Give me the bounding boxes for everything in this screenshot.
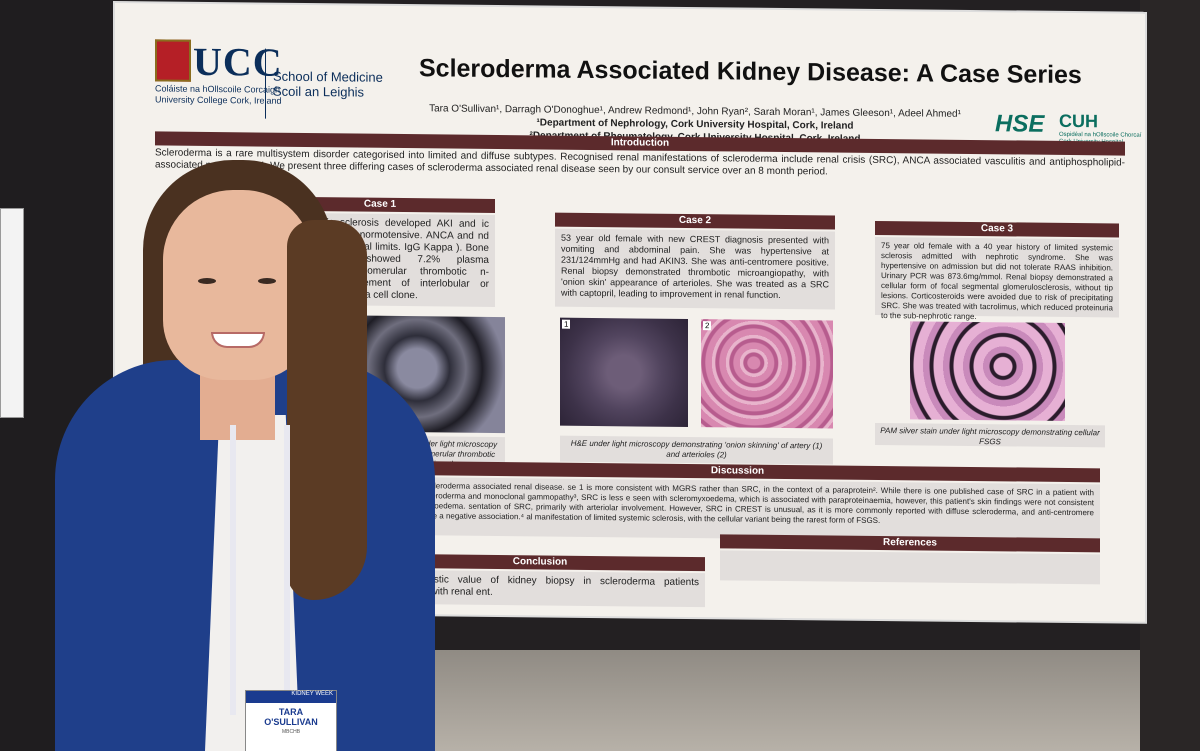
ucc-english-name: University College Cork, Ireland (155, 94, 282, 106)
case2-caption: H&E under light microscopy demonstrating… (560, 435, 833, 465)
presenter: KIDNEY WEEK TARA O'SULLIVAN MBCHB (55, 160, 435, 751)
references-header: References (720, 534, 1100, 553)
case3-biopsy-image (910, 321, 1065, 421)
poster-title: Scleroderma Associated Kidney Disease: A… (419, 54, 1082, 90)
school-line1: School of Medicine (273, 68, 383, 85)
image-label-2: 2 (703, 321, 712, 331)
case3-header: Case 3 (875, 220, 1119, 238)
school-name: School of Medicine Scoil an Leighis (265, 48, 383, 119)
lanyard (230, 425, 290, 715)
case2-header: Case 2 (555, 212, 835, 230)
case3-caption: PAM silver stain under light microscopy … (875, 422, 1105, 448)
discussion-text: entations of scleroderma associated rena… (375, 476, 1100, 543)
presenter-neck (200, 370, 275, 440)
neighbor-poster (0, 208, 24, 418)
badge-last-name: O'SULLIVAN (264, 717, 318, 727)
hse-logo: HSE (995, 110, 1045, 138)
ucc-subtitle: Coláiste na hOllscoile Corcaigh Universi… (155, 83, 282, 106)
presenter-hair-front (287, 220, 367, 600)
school-line2: Scoil an Leighis (273, 83, 365, 100)
logo-divider (265, 48, 266, 119)
image-label-1: 1 (562, 319, 571, 329)
case2-biopsy-image-1: 1 (560, 317, 688, 428)
case2-text: 53 year old female with new CREST diagno… (555, 228, 835, 310)
right-eye (258, 278, 276, 284)
badge-event: KIDNEY WEEK (246, 691, 336, 703)
wall (1140, 0, 1200, 751)
badge-name: TARA O'SULLIVAN (246, 707, 336, 727)
smile (211, 332, 265, 348)
badge-first-name: TARA (278, 707, 304, 717)
left-eye (198, 278, 216, 284)
badge-credential: MBCHB (281, 729, 301, 735)
case2-biopsy-image-2: 2 (701, 319, 833, 429)
ucc-crest-icon (155, 39, 191, 82)
case3-text: 75 year old female with a 40 year histor… (875, 236, 1119, 321)
name-badge: KIDNEY WEEK TARA O'SULLIVAN MBCHB (245, 690, 337, 751)
cuh-wordmark: CUH (1059, 110, 1098, 132)
references-list (720, 550, 1100, 585)
ucc-wordmark: UCC (193, 38, 283, 85)
floor (420, 640, 1200, 751)
